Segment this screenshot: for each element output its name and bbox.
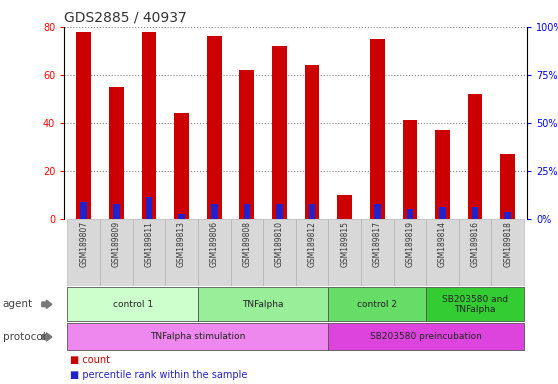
Bar [113, 204, 119, 219]
Bar [243, 204, 250, 219]
Bar [211, 204, 218, 219]
Bar [239, 70, 254, 219]
Text: GSM189808: GSM189808 [242, 221, 251, 267]
Bar [504, 212, 511, 219]
Bar [165, 219, 198, 286]
Text: TNFalpha stimulation: TNFalpha stimulation [150, 333, 246, 341]
Text: GSM189807: GSM189807 [79, 221, 88, 267]
Bar [435, 130, 450, 219]
Bar [370, 39, 384, 219]
Bar [80, 202, 87, 219]
Bar [407, 209, 413, 219]
Text: control 1: control 1 [113, 300, 153, 309]
Bar [174, 113, 189, 219]
Bar [230, 219, 263, 286]
Text: GSM189811: GSM189811 [145, 221, 153, 267]
Bar [68, 323, 328, 351]
Bar [328, 287, 426, 321]
Text: GSM189806: GSM189806 [210, 221, 219, 267]
Bar [198, 287, 328, 321]
Bar [328, 323, 524, 351]
Bar [309, 204, 315, 219]
Bar [459, 219, 492, 286]
Bar [133, 219, 165, 286]
Bar [272, 46, 287, 219]
Text: GSM189810: GSM189810 [275, 221, 284, 267]
Bar [374, 204, 381, 219]
Bar [439, 207, 446, 219]
Bar [361, 219, 393, 286]
Text: SB203580 preincubation: SB203580 preincubation [371, 333, 482, 341]
Text: GSM189809: GSM189809 [112, 221, 121, 267]
Text: agent: agent [3, 299, 33, 310]
Bar [402, 121, 417, 219]
Text: ■ percentile rank within the sample: ■ percentile rank within the sample [70, 370, 247, 380]
Bar [501, 154, 515, 219]
Bar [338, 195, 352, 219]
Text: GSM189814: GSM189814 [438, 221, 447, 267]
Text: GSM189816: GSM189816 [470, 221, 480, 267]
Bar [426, 287, 524, 321]
Text: GSM189815: GSM189815 [340, 221, 349, 267]
Bar [472, 207, 478, 219]
Bar [198, 219, 230, 286]
Bar [305, 65, 319, 219]
Bar [100, 219, 133, 286]
Bar [296, 219, 328, 286]
Bar [468, 94, 483, 219]
Bar [393, 219, 426, 286]
Bar [142, 31, 156, 219]
Bar [179, 214, 185, 219]
Text: control 2: control 2 [357, 300, 397, 309]
Bar [328, 219, 361, 286]
Text: GSM189818: GSM189818 [503, 221, 512, 267]
Text: GDS2885 / 40937: GDS2885 / 40937 [64, 10, 187, 24]
Bar [68, 219, 100, 286]
Bar [276, 204, 283, 219]
Text: ■ count: ■ count [70, 356, 110, 366]
Text: TNFalpha: TNFalpha [242, 300, 284, 309]
Bar [263, 219, 296, 286]
Bar [426, 219, 459, 286]
Text: GSM189819: GSM189819 [406, 221, 415, 267]
Bar [68, 287, 198, 321]
Bar [76, 31, 91, 219]
Bar [492, 219, 524, 286]
Bar [109, 87, 124, 219]
Text: GSM189817: GSM189817 [373, 221, 382, 267]
Text: SB203580 and
TNFalpha: SB203580 and TNFalpha [442, 295, 508, 314]
Bar [207, 36, 222, 219]
Text: GSM189812: GSM189812 [307, 221, 316, 267]
Bar [146, 197, 152, 219]
Text: GSM189813: GSM189813 [177, 221, 186, 267]
Text: protocol: protocol [3, 332, 46, 342]
